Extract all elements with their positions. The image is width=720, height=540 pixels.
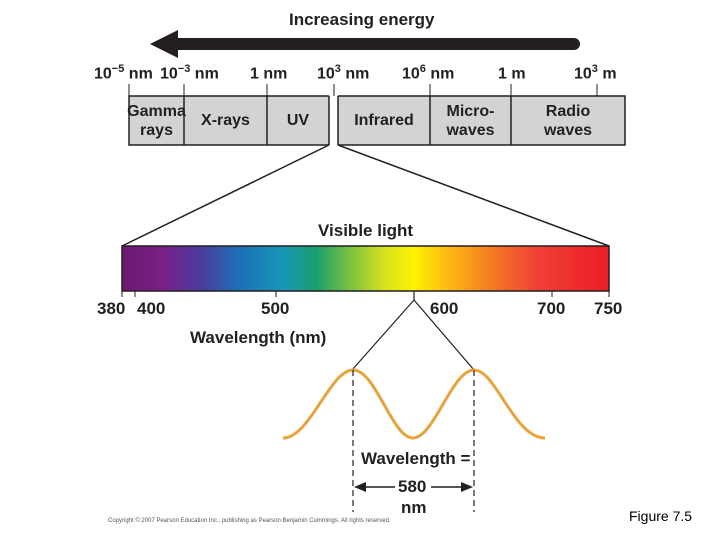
spectrum-tick-label: 750 — [594, 299, 623, 318]
spectrum-tick-label: 380 — [97, 299, 126, 318]
energy-title: Increasing energy — [289, 10, 435, 29]
zoom-line-left — [121, 144, 330, 247]
energy-arrow-shaft — [170, 38, 580, 50]
scale-label: 106 nm — [402, 63, 455, 83]
visible-spectrum-bar — [121, 245, 610, 292]
scale-label: 10−5 nm — [94, 63, 153, 83]
wavelength-value: 580 — [398, 477, 427, 496]
wavelength-equals-label: Wavelength = — [361, 449, 471, 468]
spectrum-tick-label: 600 — [430, 299, 459, 318]
scale-label: 103 nm — [317, 63, 370, 83]
band-uv: UV — [286, 112, 310, 129]
spectrum-bands-box — [128, 95, 626, 146]
energy-arrow-head — [150, 30, 178, 58]
wavelength-arrow-right-head — [461, 482, 473, 492]
scale-label: 10−3 nm — [160, 63, 219, 83]
wave-pointer-left — [351, 299, 415, 371]
band-gamma-rays: Gamma rays — [127, 102, 186, 139]
wavelength-axis-label: Wavelength (nm) — [190, 328, 327, 347]
figure-label: Figure 7.5 — [629, 508, 693, 524]
band-microwaves: Micro-waves — [446, 102, 495, 139]
band-radio-waves: Radio waves — [543, 102, 593, 139]
wave-pointer-right — [413, 299, 475, 371]
wavelength-arrow-left-head — [354, 482, 366, 492]
band-infrared: Infrared — [354, 112, 414, 129]
visible-light-title: Visible light — [318, 221, 414, 240]
scale-label: 1 nm — [250, 65, 288, 83]
zoom-line-right — [337, 144, 610, 247]
spectrum-tick-label: 400 — [137, 299, 166, 318]
wavelength-value-backdrop — [395, 479, 431, 495]
visible-gap — [329, 95, 338, 146]
copyright-notice: Copyright © 2007 Pearson Education Inc.,… — [108, 518, 391, 524]
wavelength-unit: nm — [401, 498, 427, 517]
spectrum-tick-label: 700 — [537, 299, 566, 318]
scale-label: 1 m — [498, 65, 526, 83]
spectrum-tick-label: 500 — [261, 299, 290, 318]
sine-wave — [282, 368, 546, 440]
band-x-rays: X-rays — [201, 112, 250, 129]
scale-label: 103 m — [574, 63, 617, 83]
